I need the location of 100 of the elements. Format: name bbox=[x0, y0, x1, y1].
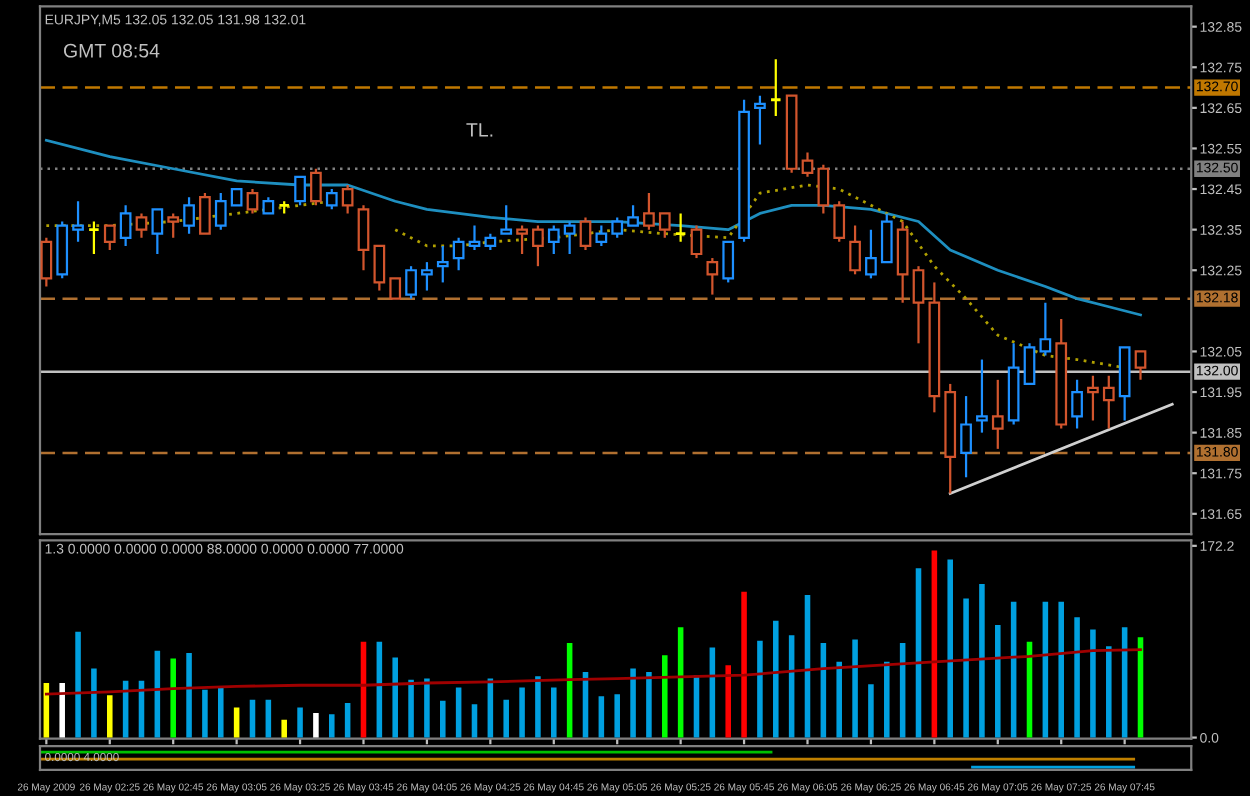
bar bbox=[662, 655, 668, 738]
candlestick bbox=[373, 244, 386, 292]
candlestick bbox=[405, 265, 417, 300]
bar bbox=[455, 687, 462, 738]
candlestick bbox=[547, 224, 560, 256]
candlestick bbox=[722, 240, 735, 284]
bar bbox=[170, 658, 176, 738]
candlestick bbox=[643, 192, 655, 231]
candlestick bbox=[87, 220, 101, 256]
bar bbox=[424, 678, 430, 738]
candlestick bbox=[135, 212, 148, 239]
bar bbox=[947, 559, 953, 738]
candlestick bbox=[40, 236, 53, 288]
candlestick bbox=[183, 196, 195, 235]
annotation: TL. bbox=[466, 123, 493, 137]
candlestick bbox=[357, 204, 370, 272]
candlestick bbox=[421, 261, 433, 292]
candlestick bbox=[167, 212, 180, 239]
line-series bbox=[44, 138, 1142, 317]
bar bbox=[408, 679, 414, 738]
candlestick bbox=[674, 212, 687, 243]
bar bbox=[265, 699, 272, 738]
candlestick bbox=[627, 204, 639, 227]
bar bbox=[313, 713, 319, 738]
candlestick bbox=[1087, 374, 1099, 422]
bar bbox=[725, 665, 731, 738]
bar bbox=[868, 684, 874, 738]
bar bbox=[741, 591, 747, 738]
candlestick bbox=[341, 183, 354, 215]
candlestick bbox=[436, 244, 449, 284]
bar bbox=[836, 661, 842, 738]
candlestick bbox=[960, 394, 972, 479]
bar bbox=[297, 707, 303, 738]
candlestick bbox=[896, 220, 909, 304]
candlestick bbox=[611, 216, 624, 239]
bar bbox=[202, 689, 208, 738]
bar bbox=[440, 700, 446, 738]
candlestick bbox=[294, 175, 306, 207]
candlestick bbox=[690, 224, 703, 260]
bar bbox=[59, 683, 65, 738]
bar bbox=[646, 671, 652, 738]
bar bbox=[107, 695, 113, 738]
candlestick bbox=[976, 358, 988, 434]
candlestick bbox=[1134, 350, 1147, 381]
candlestick bbox=[912, 265, 925, 345]
candlestick bbox=[151, 208, 164, 256]
candlestick bbox=[658, 212, 671, 239]
candlestick bbox=[769, 58, 782, 118]
candlestick bbox=[991, 378, 1004, 450]
bar bbox=[773, 620, 779, 738]
candlestick bbox=[1071, 378, 1083, 430]
bar bbox=[884, 661, 890, 738]
candlestick bbox=[325, 187, 338, 211]
bar bbox=[329, 714, 335, 738]
candlestick bbox=[214, 192, 227, 231]
bar bbox=[233, 707, 240, 738]
candlestick bbox=[516, 224, 528, 256]
bar bbox=[503, 699, 509, 738]
bar bbox=[519, 687, 525, 738]
candlestick bbox=[500, 204, 513, 235]
candlestick bbox=[563, 220, 576, 256]
bar bbox=[995, 625, 1001, 738]
candlestick bbox=[865, 228, 877, 280]
candlestick bbox=[119, 204, 132, 247]
bar bbox=[1058, 601, 1064, 738]
bar bbox=[249, 699, 256, 738]
bar bbox=[344, 703, 351, 738]
bar bbox=[91, 668, 97, 738]
bar bbox=[630, 668, 636, 738]
candlestick bbox=[389, 277, 402, 300]
candlestick bbox=[532, 224, 544, 268]
candlestick bbox=[833, 200, 846, 243]
bar bbox=[1106, 646, 1112, 738]
bar bbox=[1090, 629, 1096, 738]
candlestick bbox=[72, 200, 84, 243]
candlestick bbox=[595, 224, 608, 247]
bar bbox=[551, 687, 557, 738]
candlestick bbox=[579, 216, 592, 252]
candlestick bbox=[452, 236, 465, 272]
bar bbox=[75, 631, 81, 738]
bar bbox=[186, 652, 192, 738]
bar bbox=[471, 704, 478, 738]
candlestick bbox=[1023, 342, 1036, 386]
bar bbox=[852, 639, 858, 738]
candlestick bbox=[199, 192, 211, 235]
candlestick bbox=[801, 151, 814, 178]
bar bbox=[757, 640, 763, 738]
candlestick bbox=[1039, 301, 1052, 357]
candlestick bbox=[849, 224, 861, 276]
candlestick bbox=[880, 212, 893, 264]
annotation: GMT 08:54 bbox=[64, 43, 160, 58]
candlestick bbox=[103, 224, 116, 252]
candlestick bbox=[706, 256, 719, 296]
candlestick bbox=[817, 163, 830, 215]
bar bbox=[218, 686, 224, 738]
bar bbox=[598, 696, 605, 738]
candlestick bbox=[310, 167, 322, 207]
bar bbox=[281, 719, 287, 738]
bar bbox=[979, 583, 985, 738]
bar bbox=[392, 657, 398, 738]
